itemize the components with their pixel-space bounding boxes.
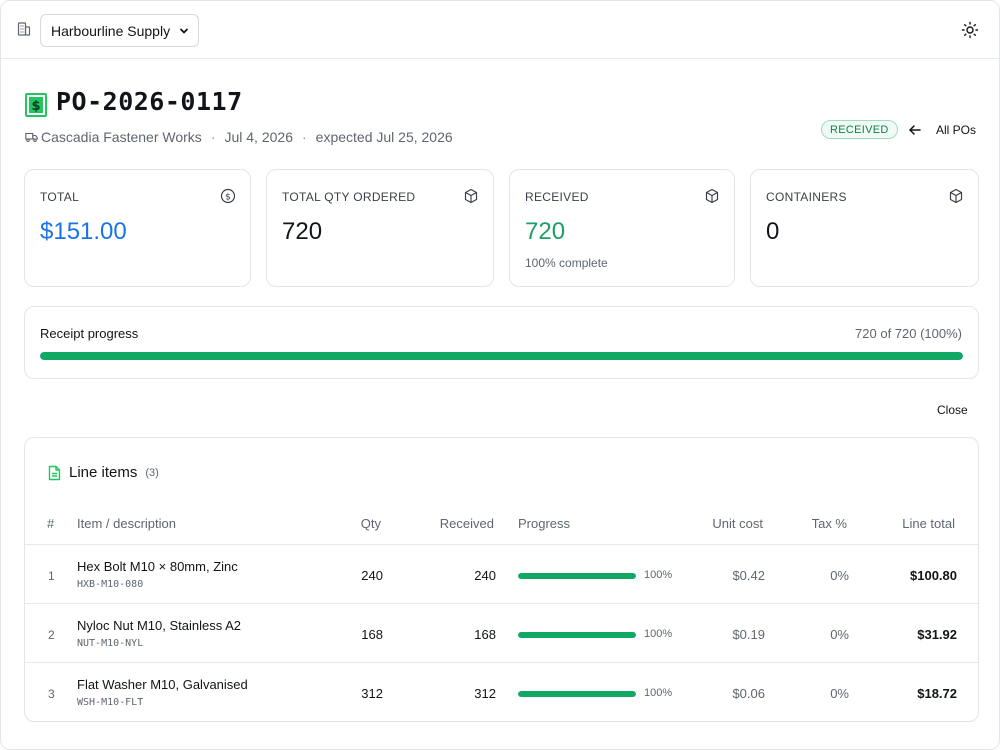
line-items-header: Line items (3) — [47, 464, 159, 481]
stat-label: TOTAL QTY ORDERED — [282, 190, 416, 204]
item-received: 312 — [474, 686, 496, 701]
item-received: 240 — [474, 568, 496, 583]
svg-text:$: $ — [225, 192, 231, 202]
item-progress-percent: 100% — [644, 569, 673, 581]
item-progress-fill — [518, 691, 636, 697]
supplier-name: Cascadia Fastener Works — [41, 129, 202, 145]
column-header-received: Received — [439, 516, 494, 531]
item-progress-percent: 100% — [644, 687, 673, 699]
item-progress-bar — [518, 573, 636, 579]
stat-value: $151.00 — [40, 218, 127, 245]
item-received: 168 — [474, 627, 496, 642]
column-header-index: # — [47, 516, 55, 531]
item-progress-bar — [518, 691, 636, 697]
item-tax: 0% — [830, 627, 849, 642]
item-progress-fill — [518, 632, 636, 638]
table-row[interactable]: 2 Nyloc Nut M10, Stainless A2 NUT-M10-NY… — [25, 604, 978, 663]
item-tax: 0% — [830, 568, 849, 583]
line-items-count: (3) — [145, 466, 159, 479]
item-progress-percent: 100% — [644, 628, 673, 640]
stat-card-received: RECEIVED 720 100% complete — [509, 169, 735, 287]
dollar-circle-icon: $ — [220, 188, 236, 204]
item-tax: 0% — [830, 686, 849, 701]
item-line-total: $31.92 — [917, 627, 957, 642]
column-header-qty: Qty — [360, 516, 381, 531]
column-header-unit-cost: Unit cost — [712, 516, 763, 531]
item-qty: 240 — [361, 568, 383, 583]
po-meta: Cascadia Fastener Works · Jul 4, 2026 · … — [25, 128, 453, 146]
truck-icon — [25, 132, 38, 143]
item-sku: HXB-M10-080 — [77, 579, 144, 590]
item-line-total: $100.80 — [910, 568, 957, 583]
item-name: Hex Bolt M10 × 80mm, Zinc — [77, 559, 238, 574]
stat-card-total: TOTAL $ $151.00 — [24, 169, 251, 287]
stat-sub: 100% complete — [525, 256, 608, 270]
line-items-card: Line items (3) # Item / description Qty … — [24, 437, 979, 722]
item-name: Nyloc Nut M10, Stainless A2 — [77, 618, 242, 633]
box-icon — [949, 188, 963, 204]
item-unit-cost: $0.19 — [732, 627, 765, 642]
item-unit-cost: $0.06 — [732, 686, 765, 701]
item-unit-cost: $0.42 — [732, 568, 765, 583]
column-header-tax: Tax % — [811, 516, 847, 531]
stat-value: 720 — [525, 218, 566, 245]
line-items-title: Line items — [69, 464, 138, 481]
receipt-progress-fill — [40, 352, 963, 360]
column-header-progress: Progress — [518, 516, 571, 531]
item-progress-fill — [518, 573, 636, 579]
stat-card-total-qty: TOTAL QTY ORDERED 720 — [266, 169, 494, 287]
stat-label: CONTAINERS — [766, 190, 847, 204]
item-line-total: $18.72 — [917, 686, 957, 701]
item-progress-bar — [518, 632, 636, 638]
row-index: 2 — [48, 628, 55, 642]
table-divider — [25, 544, 978, 545]
close-button[interactable]: Close — [937, 403, 968, 417]
receipt-progress-label: Receipt progress — [40, 326, 139, 341]
svg-text:$: $ — [31, 99, 40, 114]
table-row[interactable]: 1 Hex Bolt M10 × 80mm, Zinc HXB-M10-080 … — [25, 545, 978, 604]
organization-select-value: Harbourline Supply — [51, 22, 171, 39]
all-pos-link[interactable]: All POs — [908, 120, 976, 139]
stat-label: RECEIVED — [525, 190, 589, 204]
meta-separator: · — [210, 129, 216, 145]
receipt-progress-card: Receipt progress 720 of 720 (100%) — [24, 306, 979, 379]
file-text-icon — [48, 465, 61, 480]
arrow-left-icon — [909, 124, 921, 135]
stat-label: TOTAL — [40, 190, 80, 204]
row-index: 1 — [48, 569, 55, 583]
stat-value: 720 — [282, 218, 323, 245]
row-index: 3 — [48, 687, 55, 701]
sun-icon[interactable] — [961, 21, 979, 39]
status-badge: RECEIVED — [821, 120, 898, 139]
organization-select[interactable]: Harbourline Supply — [40, 14, 199, 47]
box-icon — [705, 188, 719, 204]
item-qty: 168 — [361, 627, 383, 642]
item-qty: 312 — [361, 686, 383, 701]
building-icon — [17, 22, 31, 36]
chevron-down-icon — [180, 28, 188, 34]
column-header-line-total: Line total — [902, 516, 955, 531]
all-pos-label: All POs — [936, 122, 977, 137]
item-sku: NUT-M10-NYL — [77, 638, 144, 649]
item-sku: WSH-M10-FLT — [77, 697, 144, 708]
table-row[interactable]: 3 Flat Washer M10, Galvanised WSH-M10-FL… — [25, 663, 978, 721]
receipt-dollar-icon: $ — [25, 93, 47, 117]
expected-date: expected Jul 25, 2026 — [315, 129, 453, 145]
stat-card-containers: CONTAINERS 0 — [750, 169, 979, 287]
stat-value: 0 — [766, 218, 780, 245]
box-icon — [464, 188, 478, 204]
meta-separator: · — [301, 129, 307, 145]
receipt-progress-count: 720 of 720 (100%) — [855, 326, 962, 341]
order-date: Jul 4, 2026 — [224, 129, 293, 145]
top-bar: Harbourline Supply — [1, 1, 999, 59]
receipt-progress-bar — [40, 352, 963, 360]
item-name: Flat Washer M10, Galvanised — [77, 677, 248, 692]
page-title: PO-2026-0117 — [56, 87, 243, 116]
column-header-item: Item / description — [77, 516, 176, 531]
